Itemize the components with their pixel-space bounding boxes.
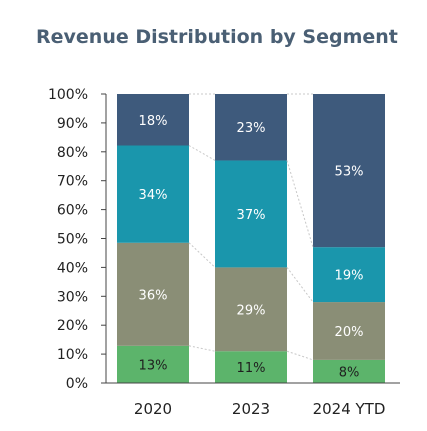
- data-label: 37%: [237, 208, 266, 223]
- bar-segment-2024-ytd-0: [313, 359, 385, 383]
- data-label: 34%: [139, 188, 168, 203]
- connector-line: [188, 145, 216, 161]
- data-label: 18%: [139, 114, 168, 129]
- data-label: 20%: [335, 325, 364, 340]
- data-label: 29%: [237, 303, 266, 318]
- y-tick-label: 60%: [57, 203, 88, 219]
- y-tick-label: 50%: [57, 232, 88, 248]
- data-label: 13%: [139, 358, 168, 373]
- bar-segment-2023-2: [215, 160, 287, 268]
- chart-title: Revenue Distribution by Segment: [36, 26, 398, 48]
- bar-segment-2024-ytd-2: [313, 247, 385, 303]
- bar-segment-2020-0: [117, 345, 189, 383]
- y-tick-label: 20%: [57, 318, 88, 334]
- connector-line: [286, 350, 314, 361]
- bar-segment-2023-1: [215, 267, 287, 352]
- data-label: 36%: [139, 288, 168, 303]
- data-label: 53%: [335, 165, 364, 180]
- bar-segment-2024-ytd-3: [313, 94, 385, 248]
- connector-line: [188, 345, 216, 352]
- x-tick-label: 2024 YTD: [313, 400, 386, 418]
- y-tick-label: 10%: [57, 347, 88, 363]
- data-label: 19%: [335, 269, 364, 284]
- y-tick-label: 30%: [57, 289, 88, 305]
- bar-segment-2024-ytd-1: [313, 302, 385, 360]
- y-tick-label: 70%: [57, 174, 88, 190]
- bar-segment-2020-3: [117, 94, 189, 146]
- connector-line: [286, 267, 314, 303]
- y-tick-label: 80%: [57, 145, 88, 161]
- bar-segment-2020-1: [117, 242, 189, 346]
- x-tick-label: 2023: [232, 400, 270, 418]
- y-tick-label: 0%: [66, 376, 88, 392]
- y-tick-label: 40%: [57, 260, 88, 276]
- y-tick-label: 100%: [48, 87, 88, 103]
- bar-segment-2020-2: [117, 145, 189, 243]
- bar-segment-2023-3: [215, 94, 287, 161]
- connector-line: [188, 242, 216, 268]
- data-label: 8%: [339, 365, 360, 380]
- x-tick-label: 2020: [134, 400, 172, 418]
- data-label: 23%: [237, 121, 266, 136]
- connector-line: [286, 160, 314, 248]
- bar-segment-2023-0: [215, 351, 287, 383]
- y-tick-label: 90%: [57, 116, 88, 132]
- data-label: 11%: [237, 361, 266, 376]
